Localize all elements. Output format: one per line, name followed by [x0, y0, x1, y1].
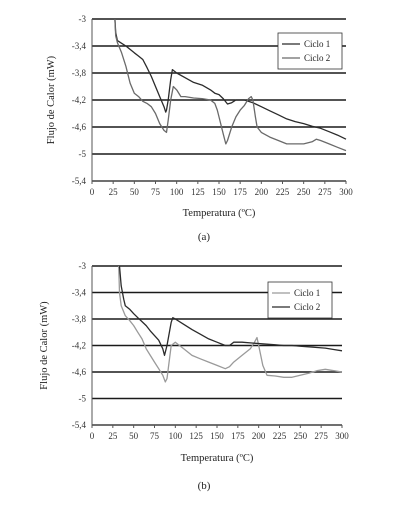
chart-panel-1: -3 -3,4 -3,8 -4,2 -4,6 -5 -5,40 25 50 75 100 125 150…	[46, 14, 353, 243]
y-tick-label: -5,4	[72, 420, 87, 430]
x-tick-label: 125	[189, 431, 203, 441]
y-tick-label: -3,4	[72, 288, 87, 298]
x-tick-label: 225	[273, 431, 287, 441]
legend-label-ciclo-1: Ciclo 1	[304, 39, 330, 49]
x-tick-label: 300	[335, 431, 349, 441]
y-axis-title: Flujo de Calor (mW)	[46, 55, 57, 144]
series-line-ciclo-1	[114, 18, 347, 140]
y-tick-label: -3	[79, 261, 87, 271]
x-tick-label: 100	[169, 431, 183, 441]
legend: Ciclo 1 Ciclo 2	[277, 32, 343, 70]
x-tick-label: 175	[231, 431, 245, 441]
y-tick-label: -3,8	[72, 314, 87, 324]
series-line-ciclo-2	[114, 18, 347, 152]
x-tick-label: 25	[108, 431, 118, 441]
y-tick-label: -3,4	[72, 41, 87, 51]
x-tick-label: 225	[276, 187, 290, 197]
x-tick-label: 200	[252, 431, 266, 441]
x-tick-label: 75	[151, 187, 161, 197]
x-tick-label: 0	[90, 187, 95, 197]
x-axis-title: Temperatura (ºC)	[181, 453, 254, 464]
x-tick-label: 250	[294, 431, 308, 441]
legend-label-ciclo-2: Ciclo 2	[294, 302, 320, 312]
legend-box	[267, 281, 333, 319]
legend: Ciclo 1 Ciclo 2	[267, 281, 333, 319]
y-axis-title: Flujo de Calor (mW)	[39, 301, 50, 390]
chart-panel-2: -3 -3,4 -3,8 -4,2 -4,6 -5 -5,40 25 50 75 100 125 150…	[39, 261, 349, 492]
legend-label-ciclo-2: Ciclo 2	[304, 53, 330, 63]
x-tick-label: 50	[130, 187, 140, 197]
x-tick-label: 50	[129, 431, 139, 441]
x-tick-label: 25	[109, 187, 119, 197]
y-tick-label: -4,2	[72, 95, 86, 105]
y-tick-label: -5,4	[72, 176, 87, 186]
x-tick-label: 275	[314, 431, 328, 441]
x-tick-label: 125	[191, 187, 205, 197]
y-tick-label: -4,6	[72, 367, 87, 377]
panel-label: (b)	[198, 480, 211, 492]
x-tick-label: 75	[150, 431, 160, 441]
x-tick-label: 150	[212, 187, 226, 197]
x-tick-label: 100	[170, 187, 184, 197]
x-tick-label: 300	[339, 187, 353, 197]
x-tick-label: 250	[297, 187, 311, 197]
x-tick-label: 175	[233, 187, 247, 197]
x-tick-label: 150	[210, 431, 224, 441]
panel-label: (a)	[198, 231, 211, 243]
x-tick-label: 200	[255, 187, 269, 197]
legend-box	[277, 32, 343, 70]
series-line-ciclo-1	[118, 265, 343, 383]
x-axis-title: Temperatura (ºC)	[183, 208, 256, 219]
y-tick-label: -5	[79, 149, 87, 159]
series-line-ciclo-2	[118, 265, 343, 357]
x-tick-label: 275	[318, 187, 332, 197]
x-tick-label: 0	[90, 431, 95, 441]
y-tick-label: -4,2	[72, 341, 86, 351]
y-tick-label: -3,8	[72, 68, 87, 78]
y-tick-label: -5	[79, 394, 87, 404]
y-tick-label: -3	[79, 14, 87, 24]
y-tick-label: -4,6	[72, 122, 87, 132]
legend-label-ciclo-1: Ciclo 1	[294, 288, 320, 298]
